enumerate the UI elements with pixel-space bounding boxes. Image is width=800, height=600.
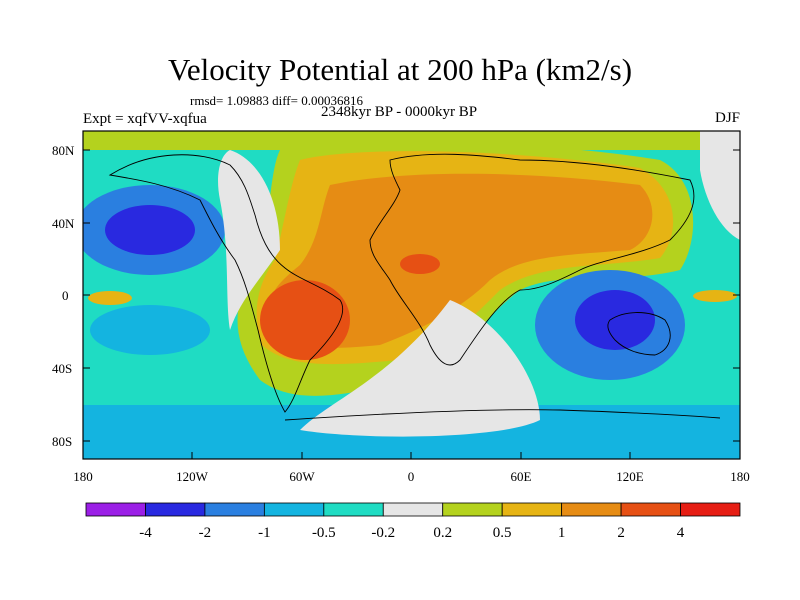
lon-tick-label: 120W	[176, 469, 209, 484]
stats-text: rmsd= 1.09883 diff= 0.00036816	[190, 93, 363, 108]
positive-3-africa	[400, 254, 440, 274]
colorbar: -4 -2 -1 -0.5 -0.2 0.2 0.5 1 2 4	[85, 502, 741, 541]
colorbar-swatch	[204, 502, 265, 517]
lat-axis: 80N 40N 0 40S 80S	[52, 143, 740, 449]
lat-tick-label: 80N	[52, 143, 75, 158]
arctic-band	[83, 131, 740, 150]
colorbar-swatch	[442, 502, 503, 517]
lon-tick-label: 60E	[511, 469, 532, 484]
negative-south-pacific	[90, 305, 210, 355]
colorbar-label: 2	[617, 525, 625, 541]
colorbar-label: 1	[558, 525, 566, 541]
neutral-east	[700, 131, 740, 240]
season-label: DJF	[714, 110, 740, 126]
lon-tick-label: 180	[73, 469, 93, 484]
negative-maritime-core	[575, 290, 655, 350]
period-label: 2348kyr BP - 0000kyr BP	[321, 104, 478, 120]
colorbar-label: 4	[677, 525, 685, 541]
lon-tick-label: 180	[730, 469, 750, 484]
positive-2	[267, 173, 653, 348]
negative-north-pacific-core	[105, 205, 195, 255]
positive-3-south-america	[260, 280, 350, 360]
lon-tick-label: 120E	[616, 469, 644, 484]
colorbar-swatch	[620, 502, 681, 517]
lon-axis: 180 120W 60W 0 60E 120E 180	[73, 452, 750, 484]
small-positive-east	[693, 290, 737, 302]
colorbar-swatch	[263, 502, 325, 517]
colorbar-swatch	[501, 502, 563, 517]
colorbar-label: 0.2	[433, 525, 452, 541]
plot-title: Velocity Potential at 200 hPa (km2/s)	[167, 52, 633, 87]
small-positive-west	[88, 291, 132, 305]
lon-tick-label: 60W	[289, 469, 315, 484]
colorbar-label: -0.5	[312, 525, 336, 541]
colorbar-swatch	[680, 502, 741, 517]
lat-tick-label: 40S	[52, 361, 72, 376]
neutral-south-atlantic	[300, 300, 540, 437]
colorbar-swatch	[561, 502, 622, 517]
colorbar-label: -1	[258, 525, 271, 541]
colorbar-label: -0.2	[371, 525, 395, 541]
lat-tick-label: 40N	[52, 216, 75, 231]
experiment-label: Expt = xqfVV-xqfua	[83, 111, 207, 127]
lat-tick-label: 80S	[52, 434, 72, 449]
lon-tick-label: 0	[408, 469, 415, 484]
colorbar-label: 0.5	[493, 525, 512, 541]
neutral-america	[218, 150, 280, 330]
colorbar-swatch	[382, 502, 444, 517]
contour-field	[83, 131, 740, 459]
lat-tick-label: 0	[62, 288, 69, 303]
colorbar-swatch	[323, 502, 384, 517]
colorbar-swatch	[85, 502, 146, 517]
colorbar-label: -4	[139, 525, 152, 541]
coastlines	[108, 153, 721, 421]
colorbar-label: -2	[199, 525, 212, 541]
colorbar-swatch	[145, 502, 206, 517]
